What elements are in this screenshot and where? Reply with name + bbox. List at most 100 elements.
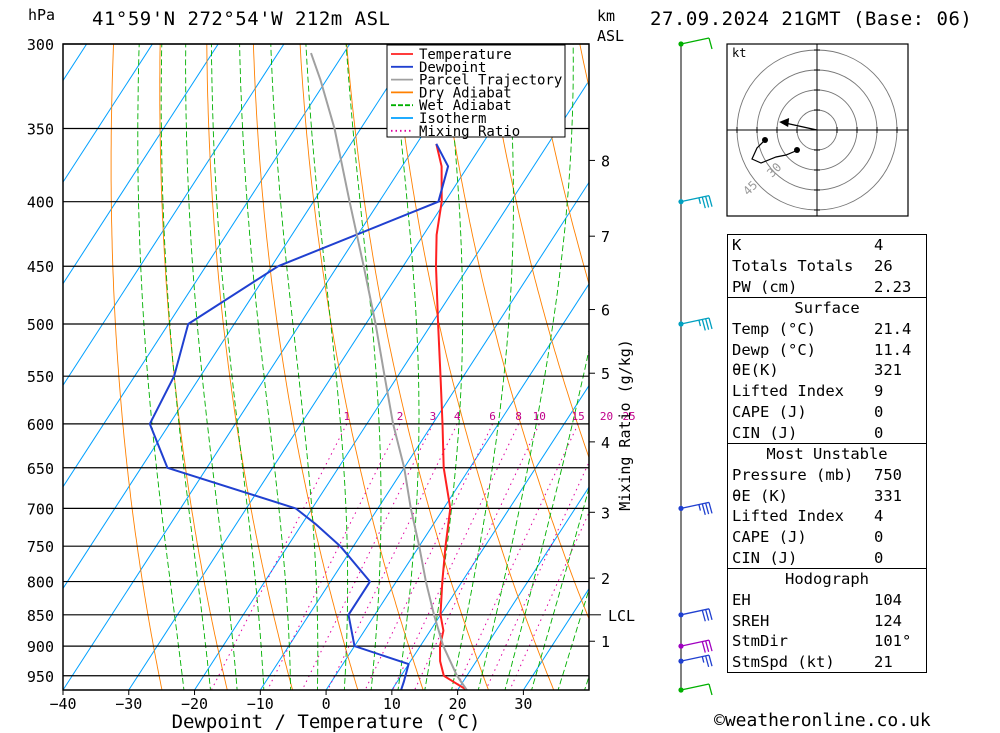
profile-dewpoint (148, 143, 450, 690)
height-tick-label: 1 (601, 633, 610, 651)
isotherm-line (63, 44, 153, 184)
legend-label: Dry Adiabat (419, 85, 512, 101)
mixing-ratio-line (509, 511, 589, 690)
wind-barb-dot (678, 658, 684, 664)
wind-barb-flag (701, 641, 706, 653)
wind-barb-flag (705, 655, 710, 668)
pressure-tick-label: 450 (27, 258, 54, 276)
dry-adiabat-line (439, 44, 589, 620)
isotherm-line (63, 44, 219, 285)
wind-barb-flag (708, 195, 713, 207)
wind-barb-half-flag (701, 656, 705, 663)
mixing-ratio-label: 2 (397, 410, 404, 423)
pressure-unit-label: hPa (28, 6, 56, 24)
surface-row: Dewp (°C) 11.4 (728, 339, 927, 360)
index-value: 750 (874, 465, 902, 484)
wind-barb-half-flag (698, 504, 702, 511)
temperature-tick-label: 10 (383, 695, 401, 713)
legend-label: Temperature (419, 47, 512, 63)
wind-barb (678, 608, 713, 622)
pressure-tick-label: 650 (27, 460, 54, 478)
wind-barb-flag (705, 318, 710, 330)
wind-barb-flag (705, 196, 710, 208)
wind-barb (678, 639, 713, 653)
legend-label: Mixing Ratio (419, 124, 520, 140)
mixing-ratio-line (414, 423, 540, 690)
wet-adiabat-line (391, 44, 420, 690)
profile-temperature (435, 143, 468, 690)
most-unstable-row: CAPE (J) 0 (728, 527, 927, 548)
index-label: Lifted Index (732, 382, 844, 401)
hodograph-row: StmDir 101° (728, 631, 927, 652)
wind-barb-shaft (680, 195, 710, 203)
dry-adiabat-line (346, 44, 489, 690)
height-tick-label: 7 (601, 228, 610, 246)
wet-adiabat-line (345, 44, 382, 690)
wind-barb-flag (705, 609, 710, 621)
pressure-tick-label: 350 (27, 120, 54, 138)
pressure-tick-label: 800 (27, 574, 54, 592)
mixing-ratio-line (210, 423, 348, 690)
temperature-tick-label: −40 (49, 695, 76, 713)
section-title: Hodograph (727, 567, 927, 590)
index-label: Temp (°C) (732, 320, 816, 339)
height-unit-asl: ASL (597, 27, 625, 45)
wind-barb (678, 195, 713, 209)
wind-barb-flag (708, 654, 713, 667)
wet-adiabat-line (185, 44, 238, 690)
plot-frame (62, 43, 590, 691)
wind-barb-flag (708, 639, 713, 652)
wind-barb (678, 654, 713, 668)
wind-barb (678, 37, 713, 50)
most-unstable-row: CIN (J) 0 (728, 547, 927, 568)
mixing-ratio-label: 20 (600, 410, 613, 423)
index-value: 0 (874, 423, 884, 442)
wind-barb (678, 501, 713, 516)
wind-barb-shaft (680, 608, 710, 616)
mixing-ratio-line (364, 423, 494, 690)
hodograph-header: Hodograph (727, 567, 927, 590)
mixing-ratio-label: 10 (533, 410, 546, 423)
section-title: Most Unstable (727, 442, 927, 465)
wind-barb-flag (701, 503, 706, 516)
most-unstable-row: Lifted Index 4 (728, 506, 927, 527)
index-value: 0 (874, 527, 884, 546)
mixing-ratio-label: 1 (343, 410, 350, 423)
index-label: Dewp (°C) (732, 340, 816, 359)
wind-barb-flag (708, 317, 713, 330)
wet-adiabat-line (211, 44, 265, 690)
legend-label: Wet Adiabat (419, 98, 512, 114)
mixing-ratio-label: 8 (515, 410, 522, 423)
index-value: 321 (874, 361, 902, 380)
mixing-ratio-line (455, 423, 579, 690)
dry-adiabat-line (110, 44, 163, 690)
pressure-tick-label: 950 (27, 668, 54, 686)
most-unstable-row: Pressure (mb) 750 (728, 465, 927, 486)
mixing-ratio-line (327, 423, 458, 690)
wind-barb-shaft (680, 37, 710, 45)
wind-barb-shaft (680, 317, 710, 325)
index-value: 101° (874, 632, 912, 651)
height-tick-label: 3 (601, 504, 610, 522)
x-axis-label: Dewpoint / Temperature (°C) (172, 711, 481, 733)
index-label: SREH (732, 611, 770, 630)
index-label: EH (732, 591, 751, 610)
mixing-ratio-label: 25 (622, 410, 635, 423)
isotherm-line (63, 44, 285, 387)
index-label: Pressure (mb) (732, 465, 854, 484)
wind-barb-flag (701, 610, 706, 622)
isotherm-line (63, 44, 482, 690)
wet-adiabat-line (531, 486, 589, 690)
index-label: Totals Totals (732, 257, 854, 276)
index-value: 4 (874, 236, 884, 255)
pressure-tick-label: 700 (27, 500, 54, 518)
hodograph-point (794, 147, 800, 153)
index-label: K (732, 236, 742, 255)
mixing-ratio-label: 4 (454, 410, 461, 423)
surface-row: CIN (J) 0 (728, 422, 927, 443)
index-value: 0 (874, 548, 884, 567)
isotherm-line (63, 44, 351, 488)
index-label: StmDir (732, 632, 788, 651)
lcl-label: LCL (608, 607, 635, 625)
profile-parcel-trajectory (310, 52, 468, 690)
